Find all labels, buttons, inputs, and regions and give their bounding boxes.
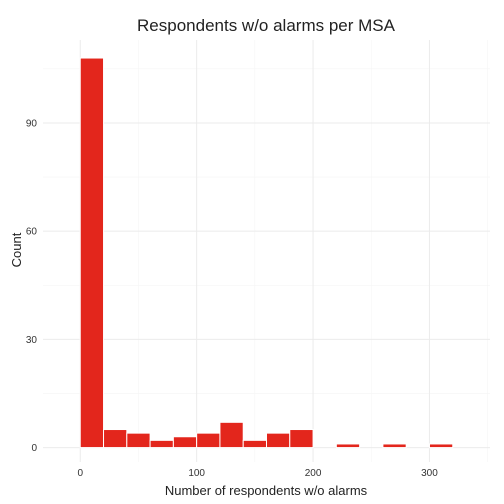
histogram-bar [103, 429, 128, 449]
x-tick-label: 300 [421, 468, 438, 479]
histogram-bar [335, 443, 361, 449]
histogram-bar [196, 432, 221, 449]
y-tick-label: 90 [26, 118, 38, 129]
x-axis-label: Number of respondents w/o alarms [165, 483, 368, 498]
bars [79, 57, 454, 449]
histogram-bar [219, 421, 244, 449]
histogram-bar [79, 57, 105, 449]
histogram-bar [242, 439, 267, 449]
x-tick-label: 200 [305, 468, 322, 479]
y-tick-label: 0 [31, 443, 37, 454]
histogram-bar [428, 443, 454, 449]
histogram-bar [172, 436, 198, 449]
x-tick-label: 100 [188, 468, 205, 479]
chart-title: Respondents w/o alarms per MSA [137, 16, 396, 35]
x-tick-label: 0 [77, 468, 83, 479]
histogram-bar [289, 429, 314, 449]
histogram-bar [382, 443, 407, 449]
y-tick-label: 60 [26, 227, 38, 238]
histogram-bar [266, 432, 291, 449]
x-axis-ticks: 0 100 200 300 [77, 468, 438, 479]
histogram-bar [126, 432, 151, 449]
histogram-bar [149, 439, 174, 449]
y-axis-ticks: 0 30 60 90 [26, 118, 38, 454]
grid [43, 40, 490, 462]
y-tick-label: 30 [26, 335, 38, 346]
y-axis-label: Count [9, 232, 24, 267]
